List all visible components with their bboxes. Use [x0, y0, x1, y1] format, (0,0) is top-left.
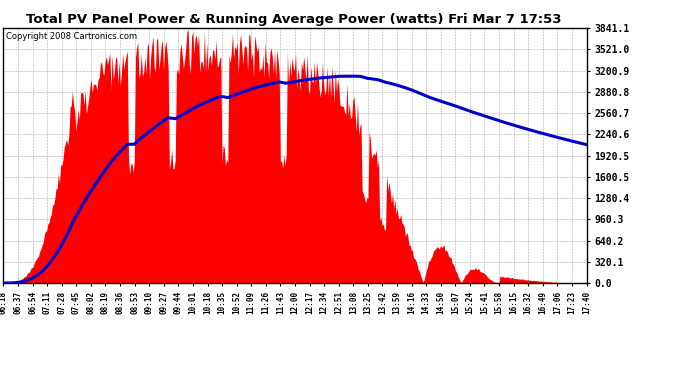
Text: Copyright 2008 Cartronics.com: Copyright 2008 Cartronics.com	[6, 32, 137, 41]
Text: Total PV Panel Power & Running Average Power (watts) Fri Mar 7 17:53: Total PV Panel Power & Running Average P…	[26, 13, 561, 26]
